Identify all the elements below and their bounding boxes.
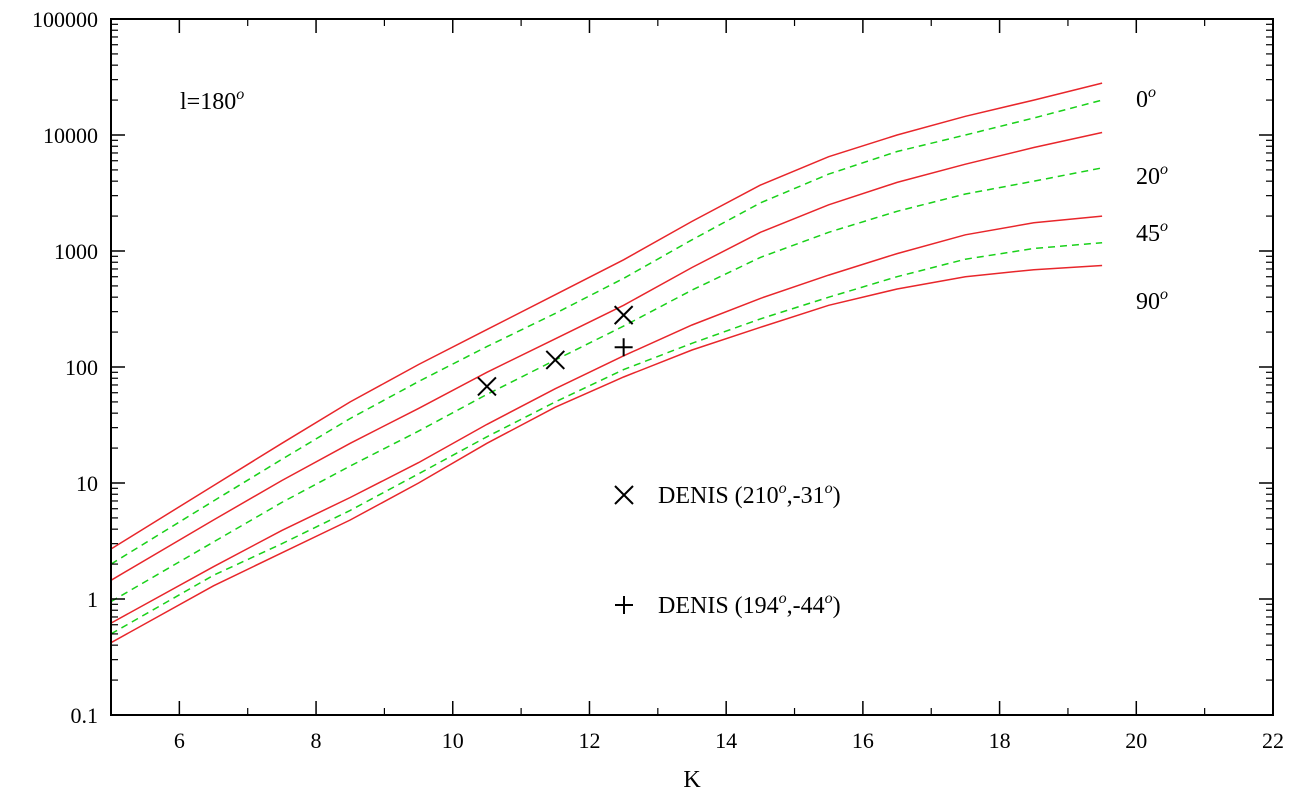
legend-plus-marker-icon [615,596,633,614]
legend: DENIS (210o,-31o) DENIS (194o,-44o) [614,480,841,619]
curve-label-90: 90o [1136,286,1168,315]
legend-x-marker-icon [614,485,634,505]
curve-label-20: 20o [1136,161,1168,190]
denis-points [477,305,634,397]
curve-label-90-degree: o [1160,286,1168,303]
x-axis-tick-labels: 6 8 10 12 14 16 18 20 22 [174,728,1284,753]
curve-label-0: 0o [1136,84,1156,113]
model-curve-4-dashed [110,167,1103,603]
x-tick-label: 12 [578,728,600,753]
x-axis-ticks [110,19,1274,715]
legend-x-label-degree2: o [825,480,833,497]
model-curve-5-solid [110,215,1103,624]
x-tick-label: 22 [1262,728,1284,753]
denis-point-x-1 [477,376,497,397]
longitude-annotation-degree: o [236,86,244,103]
legend-x-label-degree1: o [779,480,787,497]
curve-label-45: 45o [1136,218,1168,247]
legend-x-label-close: ) [833,483,841,509]
x-tick-label: 18 [989,728,1011,753]
legend-entry-x: DENIS (210o,-31o) [614,480,841,509]
denis-point-x-2 [545,350,566,370]
curve-label-90-value: 90 [1136,289,1160,315]
legend-plus-label-lat: ,-44 [787,593,825,619]
legend-plus-label: DENIS (194o,-44o) [658,590,841,619]
y-tick-label: 10000 [43,123,98,148]
model-curve-1-solid [110,82,1103,550]
legend-plus-label-text: DENIS (194 [658,593,779,619]
legend-entry-plus: DENIS (194o,-44o) [615,590,841,619]
legend-x-label-text: DENIS (210 [658,483,779,509]
y-axis-tick-labels: 0.1 1 10 100 1000 10000 100000 [32,7,98,728]
model-curves [110,82,1103,644]
y-tick-label: 1000 [54,239,98,264]
curve-label-0-value: 0 [1136,87,1148,113]
y-tick-label: 0.1 [71,703,99,728]
legend-x-label: DENIS (210o,-31o) [658,480,841,509]
y-axis-ticks [111,18,1273,716]
x-tick-label: 10 [442,728,464,753]
y-tick-label: 10 [76,471,98,496]
x-tick-label: 6 [174,728,185,753]
legend-plus-label-close: ) [833,593,841,619]
curve-label-45-degree: o [1160,218,1168,235]
model-curve-7-solid [110,264,1103,644]
longitude-annotation-text: l=180 [180,89,236,115]
y-tick-label: 100000 [32,7,98,32]
y-tick-label: 1 [87,587,98,612]
x-axis-label: K [683,767,701,793]
model-curve-3-solid [110,131,1103,581]
longitude-annotation: l=180o [180,86,244,115]
legend-plus-label-degree2: o [825,590,833,607]
y-tick-label: 100 [65,355,98,380]
curve-labels: 0o 20o 45o 90o [1136,84,1168,315]
model-curve-6-dashed [110,241,1103,635]
legend-plus-label-degree1: o [779,590,787,607]
denis-point-x-3 [613,305,634,325]
x-tick-label: 8 [311,728,322,753]
curve-label-0-degree: o [1148,84,1156,101]
curve-label-20-value: 20 [1136,164,1160,190]
x-tick-label: 14 [715,728,737,753]
curve-label-45-value: 45 [1136,221,1160,247]
denis-point-plus-4 [614,338,633,357]
x-tick-label: 20 [1125,728,1147,753]
curve-label-20-degree: o [1160,161,1168,178]
legend-x-label-lat: ,-31 [787,483,825,509]
model-curve-2-dashed [110,99,1103,565]
x-tick-label: 16 [852,728,874,753]
